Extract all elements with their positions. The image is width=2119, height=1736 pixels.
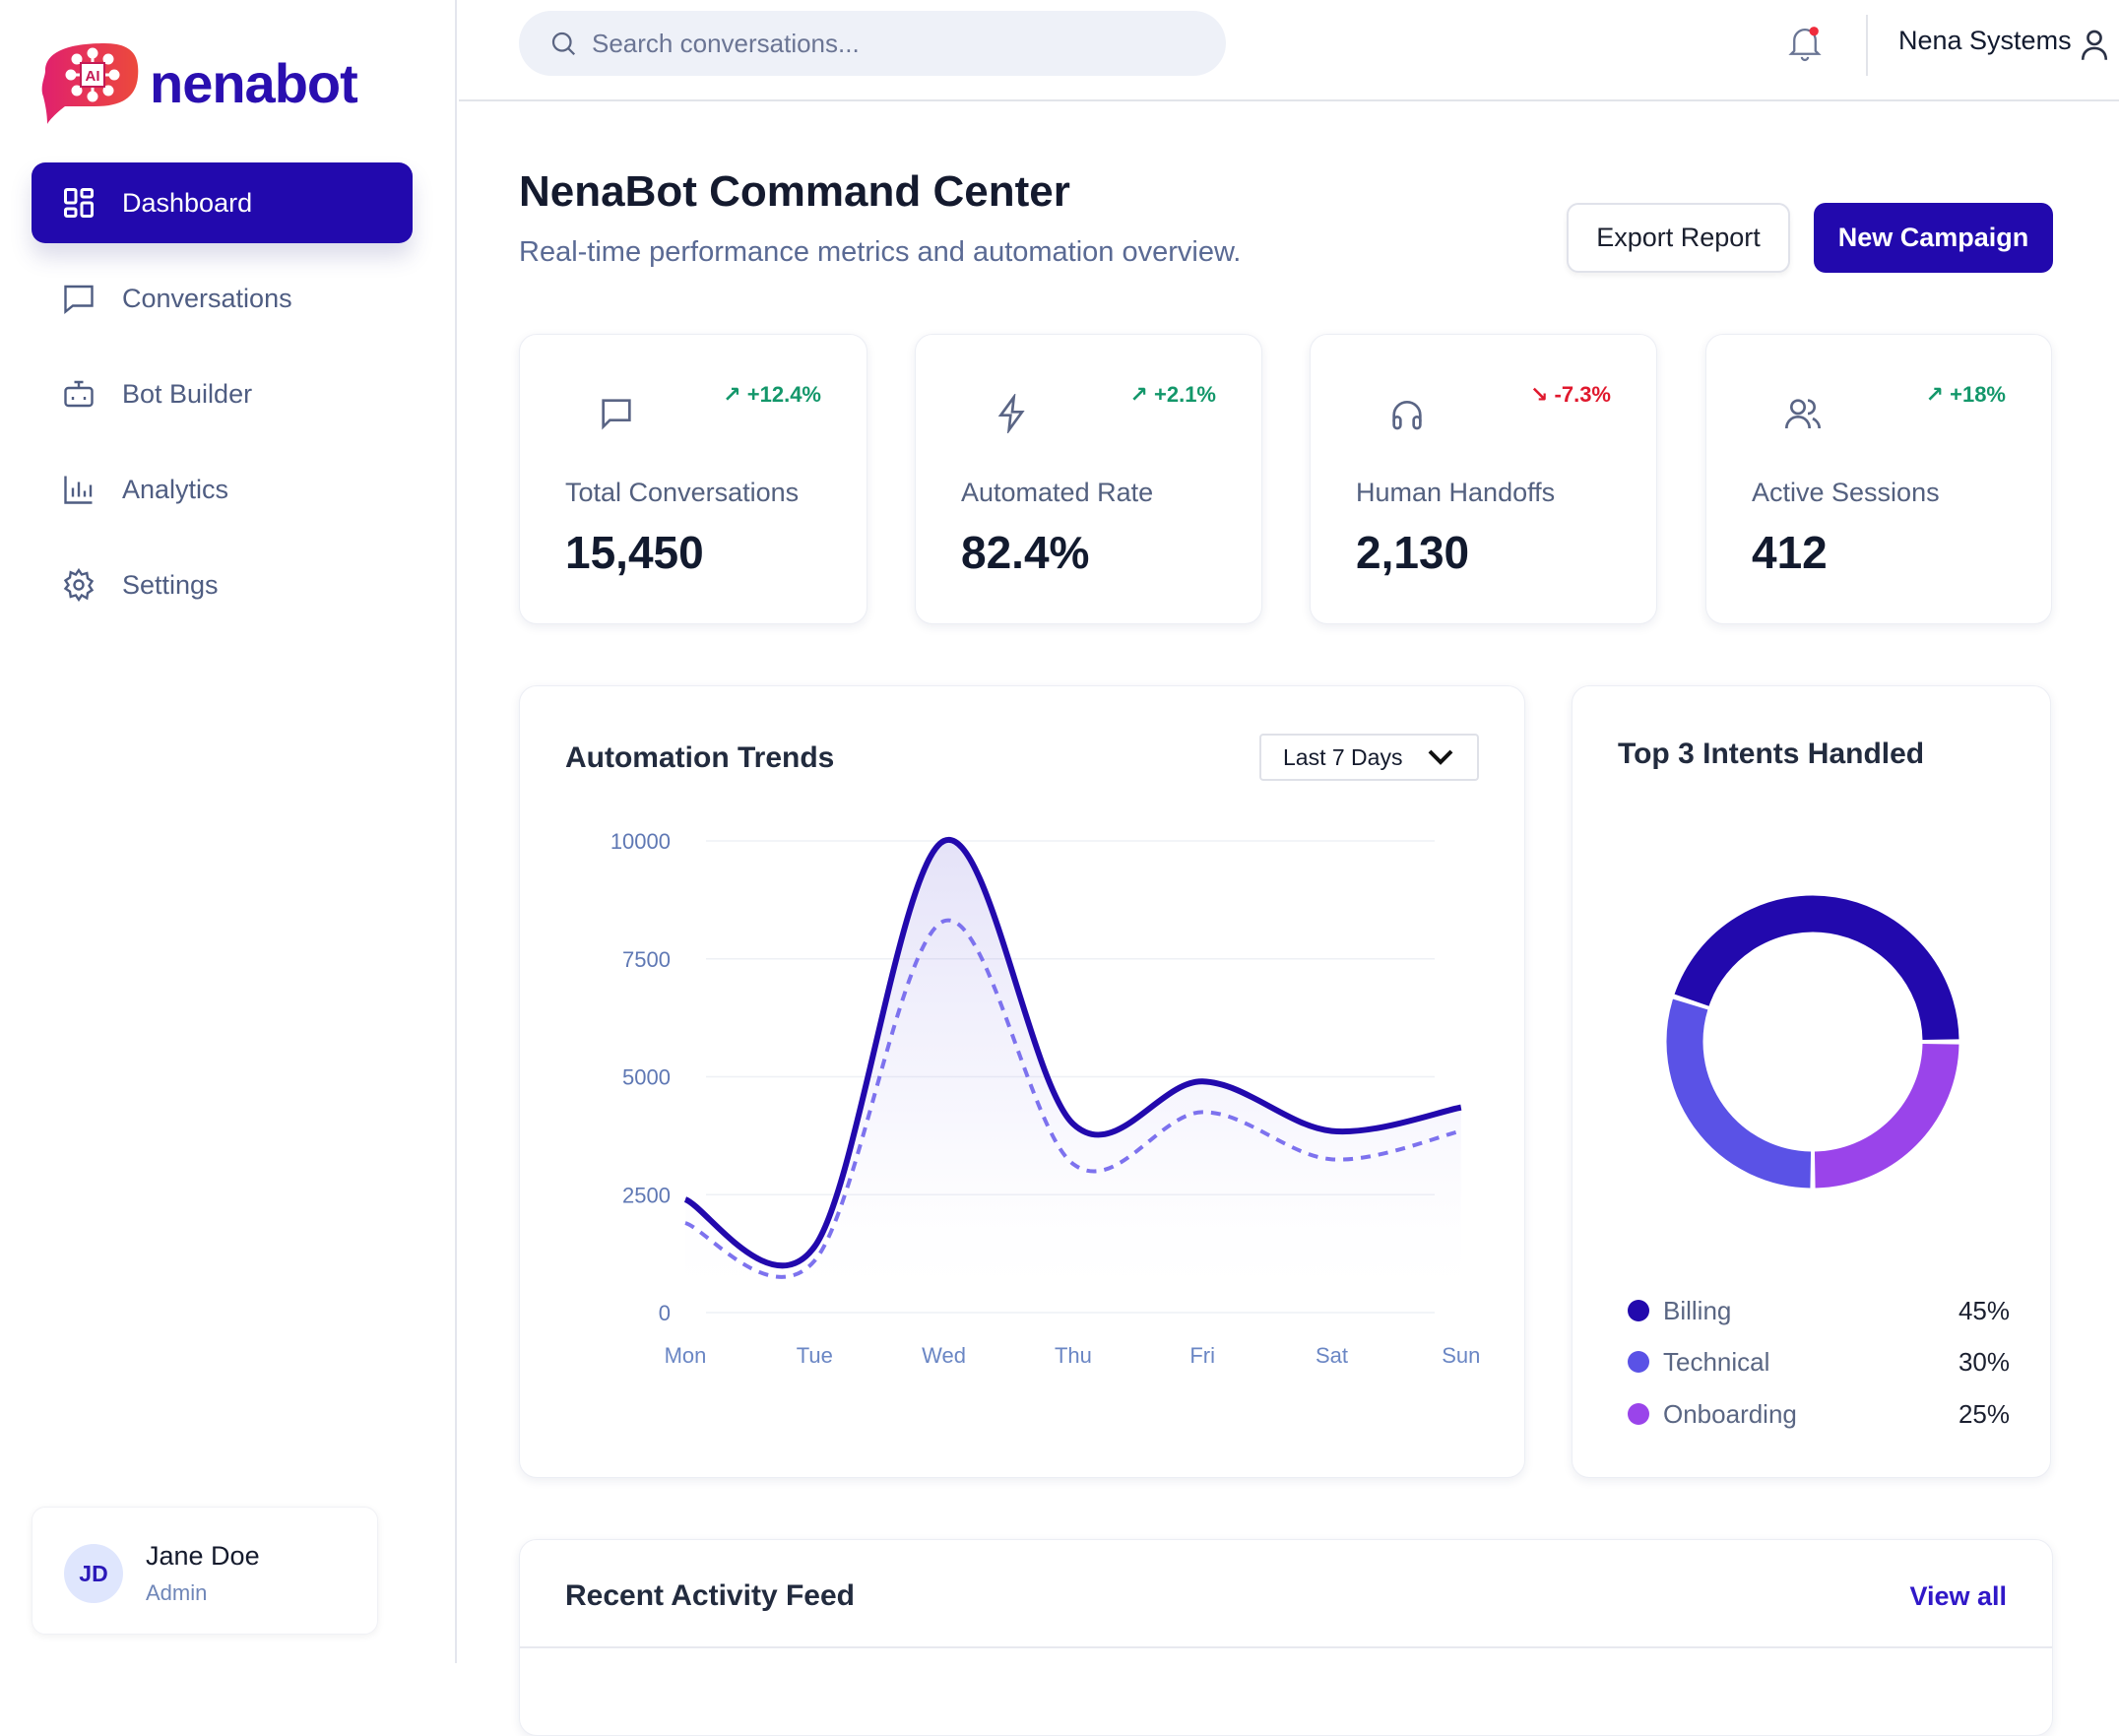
top-header: Nena Systems bbox=[459, 0, 2119, 101]
stat-value: 412 bbox=[1752, 526, 1828, 579]
sidebar-item-dashboard[interactable]: Dashboard bbox=[32, 162, 413, 243]
sidebar-item-label: Dashboard bbox=[122, 188, 252, 219]
donut-chart bbox=[1573, 686, 2052, 1277]
stat-value: 2,130 bbox=[1356, 526, 1469, 579]
logo[interactable]: AI nenabot bbox=[35, 41, 357, 124]
search-bar[interactable] bbox=[519, 11, 1226, 76]
users-icon bbox=[1783, 394, 1823, 433]
bot-icon bbox=[61, 376, 96, 412]
donut-slice-onboarding bbox=[1815, 1044, 1941, 1170]
stat-label: Human Handoffs bbox=[1356, 478, 1555, 508]
legend-label: Technical bbox=[1663, 1347, 1958, 1378]
search-icon bbox=[548, 29, 578, 58]
y-tick-label: 2500 bbox=[622, 1183, 671, 1207]
sidebar-item-settings[interactable]: Settings bbox=[32, 545, 413, 625]
bell-icon[interactable] bbox=[1786, 24, 1824, 63]
legend-dot bbox=[1628, 1403, 1649, 1425]
user-profile-card[interactable]: JD Jane Doe Admin bbox=[32, 1507, 378, 1635]
dashboard-grid-icon bbox=[61, 185, 96, 221]
legend-label: Billing bbox=[1663, 1296, 1958, 1326]
view-all-link[interactable]: View all bbox=[1909, 1581, 2007, 1612]
headphones-icon bbox=[1387, 394, 1427, 433]
stat-value: 82.4% bbox=[961, 526, 1089, 579]
x-tick-label: Fri bbox=[1189, 1343, 1215, 1368]
sidebar-item-label: Settings bbox=[122, 570, 219, 601]
stat-label: Active Sessions bbox=[1752, 478, 1940, 508]
brand-name: nenabot bbox=[150, 51, 357, 115]
donut-slice-billing bbox=[1692, 914, 1941, 1040]
sidebar: AI nenabot Dashboard Conversations Bot B… bbox=[0, 0, 457, 1663]
sidebar-item-label: Analytics bbox=[122, 475, 228, 505]
chat-bubble-icon bbox=[61, 281, 96, 316]
legend-value: 30% bbox=[1958, 1347, 2010, 1378]
stat-label: Automated Rate bbox=[961, 478, 1153, 508]
stat-change: ↗ +12.4% bbox=[723, 382, 821, 408]
stat-card-automated-rate: ↗ +2.1% Automated Rate 82.4% bbox=[915, 334, 1262, 624]
user-name: Jane Doe bbox=[146, 1541, 260, 1572]
new-campaign-button[interactable]: New Campaign bbox=[1814, 203, 2053, 273]
bar-chart-icon bbox=[61, 472, 96, 507]
legend-dot bbox=[1628, 1300, 1649, 1321]
y-tick-label: 0 bbox=[659, 1301, 671, 1325]
sidebar-item-conversations[interactable]: Conversations bbox=[32, 258, 413, 339]
avatar: JD bbox=[64, 1544, 123, 1603]
stat-card-human-handoffs: ↘ -7.3% Human Handoffs 2,130 bbox=[1310, 334, 1657, 624]
lightning-icon bbox=[993, 394, 1032, 433]
legend-label: Onboarding bbox=[1663, 1399, 1958, 1430]
stat-value: 15,450 bbox=[565, 526, 704, 579]
x-tick-label: Thu bbox=[1055, 1343, 1092, 1368]
legend-value: 25% bbox=[1958, 1399, 2010, 1430]
y-tick-label: 5000 bbox=[622, 1065, 671, 1090]
x-tick-label: Mon bbox=[665, 1343, 707, 1368]
y-tick-label: 10000 bbox=[610, 829, 671, 854]
recent-activity-card: Recent Activity Feed View all bbox=[519, 1539, 2053, 1736]
x-tick-label: Wed bbox=[922, 1343, 966, 1368]
x-tick-label: Tue bbox=[797, 1343, 833, 1368]
legend-value: 45% bbox=[1958, 1296, 2010, 1326]
stat-change: ↘ -7.3% bbox=[1530, 382, 1611, 408]
stat-change: ↗ +18% bbox=[1926, 382, 2006, 408]
chat-bubble-icon bbox=[597, 394, 636, 433]
stat-card-active-sessions: ↗ +18% Active Sessions 412 bbox=[1705, 334, 2052, 624]
sidebar-item-bot-builder[interactable]: Bot Builder bbox=[32, 354, 413, 434]
x-tick-label: Sun bbox=[1442, 1343, 1480, 1368]
donut-slice-technical bbox=[1685, 1004, 1811, 1170]
stat-card-total-conversations: ↗ +12.4% Total Conversations 15,450 bbox=[519, 334, 867, 624]
line-chart: 0 2500 5000 7500 10000 Mon Tue Wed Thu Fri Sat Sun bbox=[519, 685, 1525, 1478]
sidebar-item-analytics[interactable]: Analytics bbox=[32, 449, 413, 530]
user-role: Admin bbox=[146, 1580, 207, 1606]
legend-dot bbox=[1628, 1351, 1649, 1373]
activity-title: Recent Activity Feed bbox=[565, 1579, 855, 1613]
stat-label: Total Conversations bbox=[565, 478, 799, 508]
sidebar-item-label: Bot Builder bbox=[122, 379, 252, 410]
divider bbox=[520, 1646, 2052, 1648]
export-report-button[interactable]: Export Report bbox=[1567, 203, 1790, 273]
header-divider bbox=[1866, 15, 1868, 76]
page-title: NenaBot Command Center bbox=[519, 167, 1070, 217]
logo-badge-text: AI bbox=[86, 68, 100, 85]
ai-chat-logo-icon: AI bbox=[35, 41, 142, 124]
y-tick-label: 7500 bbox=[622, 947, 671, 972]
x-tick-label: Sat bbox=[1316, 1343, 1348, 1368]
user-icon[interactable] bbox=[2079, 28, 2110, 61]
org-name[interactable]: Nena Systems bbox=[1898, 26, 2072, 56]
gear-icon bbox=[61, 567, 96, 603]
page-subtitle: Real-time performance metrics and automa… bbox=[519, 236, 1241, 269]
stat-change: ↗ +2.1% bbox=[1129, 382, 1216, 408]
sidebar-item-label: Conversations bbox=[122, 284, 292, 314]
search-input[interactable] bbox=[592, 29, 1183, 59]
